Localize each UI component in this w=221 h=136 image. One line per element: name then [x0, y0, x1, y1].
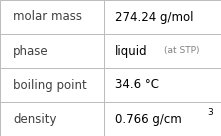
Text: liquid: liquid — [115, 44, 148, 58]
Text: 0.766 g/cm: 0.766 g/cm — [115, 112, 182, 126]
Text: (at STP): (at STP) — [164, 47, 199, 55]
Text: 34.6 °C: 34.6 °C — [115, 78, 159, 92]
Text: density: density — [13, 112, 57, 126]
Text: 274.24 g/mol: 274.24 g/mol — [115, 10, 193, 24]
Text: molar mass: molar mass — [13, 10, 82, 24]
Text: boiling point: boiling point — [13, 78, 87, 92]
Text: 3: 3 — [208, 108, 213, 117]
Text: phase: phase — [13, 44, 49, 58]
